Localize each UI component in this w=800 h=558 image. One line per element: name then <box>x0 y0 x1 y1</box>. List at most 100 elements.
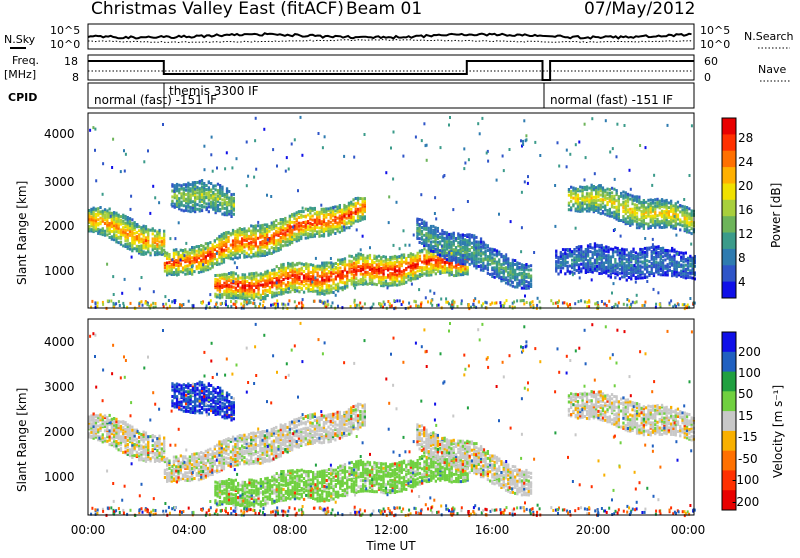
power-cell <box>99 217 101 220</box>
power-cell <box>253 283 255 286</box>
power-cell <box>557 261 559 264</box>
power-cell <box>228 190 230 193</box>
power-cell <box>239 244 241 247</box>
power-noise-cell <box>402 155 404 158</box>
power-cell <box>657 262 659 265</box>
power-cell <box>631 217 633 220</box>
power-cell <box>369 282 371 285</box>
power-cell <box>145 251 147 254</box>
power-cell <box>597 188 599 191</box>
power-cell <box>326 264 328 267</box>
power-cell <box>392 262 394 265</box>
power-cell <box>389 256 391 259</box>
power-cell <box>689 255 691 258</box>
power-cell <box>668 201 670 204</box>
power-cell <box>343 229 345 232</box>
power-cell <box>296 268 298 271</box>
power-cell <box>185 205 187 208</box>
power-cell <box>421 261 423 264</box>
power-cell <box>455 237 457 240</box>
power-noise-cell <box>225 303 227 306</box>
power-cell <box>635 251 637 254</box>
power-cell <box>412 253 414 256</box>
power-cell <box>398 255 400 258</box>
power-cell <box>122 214 124 217</box>
power-cell <box>489 252 491 255</box>
power-cell <box>225 231 227 234</box>
power-cell <box>332 214 334 217</box>
power-cell <box>168 261 170 264</box>
power-cell <box>581 198 583 201</box>
power-cell <box>635 255 637 258</box>
power-noise-cell <box>387 286 389 289</box>
power-cell <box>684 205 686 208</box>
power-noise-cell <box>246 184 248 187</box>
power-noise-cell <box>473 299 475 302</box>
power-cell <box>314 265 316 268</box>
power-cell <box>580 263 582 266</box>
power-noise-cell <box>396 299 398 302</box>
power-cell <box>437 256 439 259</box>
power-cell <box>647 213 649 216</box>
power-cell <box>439 249 441 252</box>
power-cell <box>348 260 350 263</box>
power-cell <box>296 238 298 241</box>
power-cell <box>367 260 369 263</box>
power-noise-cell <box>121 292 123 295</box>
power-noise-cell <box>523 119 525 122</box>
power-cell <box>430 241 432 244</box>
power-cell <box>348 202 350 205</box>
power-cell <box>451 271 453 274</box>
power-cell <box>327 230 329 233</box>
power-cell <box>334 225 336 228</box>
power-noise-cell <box>652 243 654 246</box>
power-cell <box>664 249 666 252</box>
power-cell <box>309 209 311 212</box>
power-cell <box>423 220 425 223</box>
power-cell <box>500 253 502 256</box>
power-cell <box>224 193 226 196</box>
power-cell <box>664 259 666 262</box>
power-cell <box>228 276 230 279</box>
power-cell <box>602 195 604 198</box>
power-cell <box>209 247 211 250</box>
power-cell <box>302 229 304 232</box>
power-cell <box>480 240 482 243</box>
power-cell <box>414 271 416 274</box>
nave-ytick-bottom: 0 <box>704 71 711 84</box>
power-cell <box>441 229 443 232</box>
power-cell <box>189 261 191 264</box>
power-noise-cell <box>349 226 351 229</box>
power-cell <box>423 254 425 257</box>
power-cell <box>671 270 673 273</box>
power-cell <box>595 186 597 189</box>
power-cell <box>251 277 253 280</box>
power-cell <box>636 204 638 207</box>
power-cell <box>525 287 527 290</box>
power-cell <box>636 195 638 198</box>
power-cell <box>614 246 616 249</box>
power-noise-cell <box>169 305 171 308</box>
power-cell <box>115 217 117 220</box>
power-cell <box>475 240 477 243</box>
power-noise-cell <box>294 300 296 303</box>
noise-sky-trace <box>88 33 692 38</box>
power-cell <box>657 245 659 248</box>
power-cell <box>689 269 691 272</box>
power-cell <box>246 230 248 233</box>
power-cell <box>154 235 156 238</box>
power-noise-cell <box>142 304 144 307</box>
power-noise-cell <box>574 302 576 305</box>
power-cell <box>605 254 607 257</box>
power-cell <box>578 271 580 274</box>
power-cell <box>180 184 182 187</box>
power-cell <box>598 262 600 265</box>
power-cell <box>398 283 400 286</box>
power-cell <box>327 213 329 216</box>
power-cell <box>298 282 300 285</box>
power-cell <box>255 285 257 288</box>
power-cell <box>654 215 656 218</box>
power-cell <box>292 262 294 265</box>
power-cell <box>616 199 618 202</box>
power-cell <box>692 262 694 265</box>
